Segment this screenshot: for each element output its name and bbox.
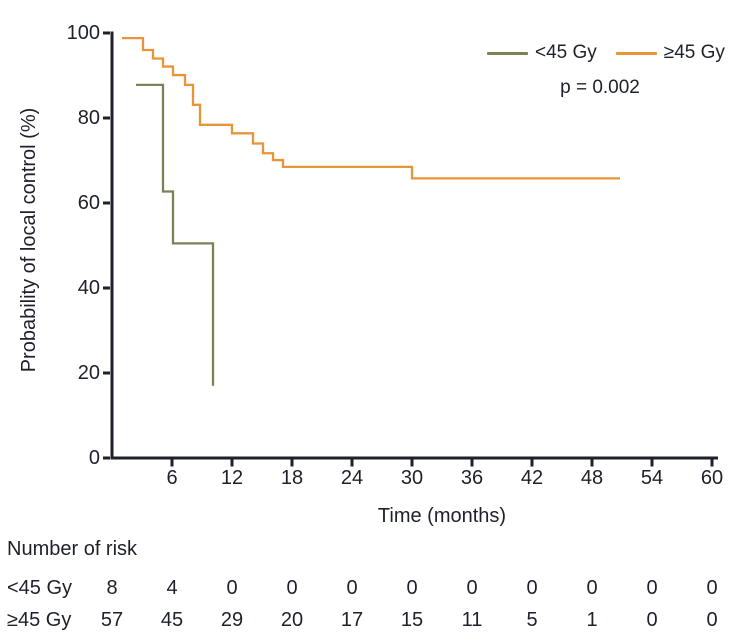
risk-row-label-ge45: ≥45 Gy (7, 609, 72, 631)
risk-count-cell: 0 (226, 577, 238, 599)
risk-count-cell: 0 (706, 577, 718, 599)
y-tick-label: 100 (66, 22, 100, 44)
x-tick-label: 12 (220, 467, 244, 489)
risk-count-cell: 0 (526, 577, 538, 599)
risk-count-cell: 15 (400, 609, 424, 631)
legend-item-lt45: <45 Gy (487, 42, 597, 64)
p-value-label: p = 0.002 (560, 77, 640, 98)
risk-count-cell: 0 (406, 577, 418, 599)
risk-count-cell: 0 (586, 577, 598, 599)
x-tick-label: 24 (340, 467, 364, 489)
x-tick-label: 48 (580, 467, 604, 489)
risk-count-cell: 0 (646, 609, 658, 631)
x-tick-label: 6 (166, 467, 178, 489)
y-tick-label: 40 (77, 277, 100, 299)
risk-table-heading: Number of risk (7, 538, 138, 560)
risk-count-cell: 45 (160, 609, 184, 631)
risk-count-cell: 29 (220, 609, 244, 631)
risk-count-cell: 4 (166, 577, 178, 599)
legend: <45 Gy ≥45 Gy (487, 42, 725, 64)
x-tick-label: 18 (280, 467, 304, 489)
risk-count-cell: 8 (106, 577, 118, 599)
legend-label-ge45: ≥45 Gy (663, 42, 725, 63)
legend-line-lt45-icon (487, 51, 528, 55)
risk-row-label-lt45: <45 Gy (7, 577, 73, 599)
y-tick-label: 0 (88, 447, 100, 469)
risk-count-cell: 0 (286, 577, 298, 599)
risk-count-cell: 11 (461, 609, 483, 631)
risk-count-cell: 0 (466, 577, 478, 599)
risk-count-cell: 0 (706, 609, 718, 631)
risk-count-cell: 1 (586, 609, 598, 631)
x-tick-label: 36 (460, 467, 484, 489)
y-axis-title: Probability of local control (%) (18, 107, 40, 373)
legend-item-ge45: ≥45 Gy (615, 42, 725, 64)
y-tick-label: 20 (77, 362, 100, 384)
y-tick-label: 60 (77, 192, 100, 214)
x-tick-label: 30 (400, 467, 424, 489)
risk-count-cell: 0 (646, 577, 658, 599)
risk-count-cell: 20 (280, 609, 304, 631)
risk-count-cell: 17 (340, 609, 364, 631)
legend-label-lt45: <45 Gy (535, 42, 597, 63)
x-tick-label: 42 (520, 467, 544, 489)
legend-line-ge45-icon (615, 51, 657, 55)
x-tick-label: 54 (640, 467, 664, 489)
x-tick-label: 60 (700, 467, 724, 489)
y-tick-label: 80 (77, 107, 100, 129)
risk-count-cell: 5 (526, 609, 538, 631)
x-axis-title: Time (months) (377, 505, 507, 527)
risk-count-cell: 57 (100, 609, 124, 631)
risk-count-cell: 0 (346, 577, 358, 599)
